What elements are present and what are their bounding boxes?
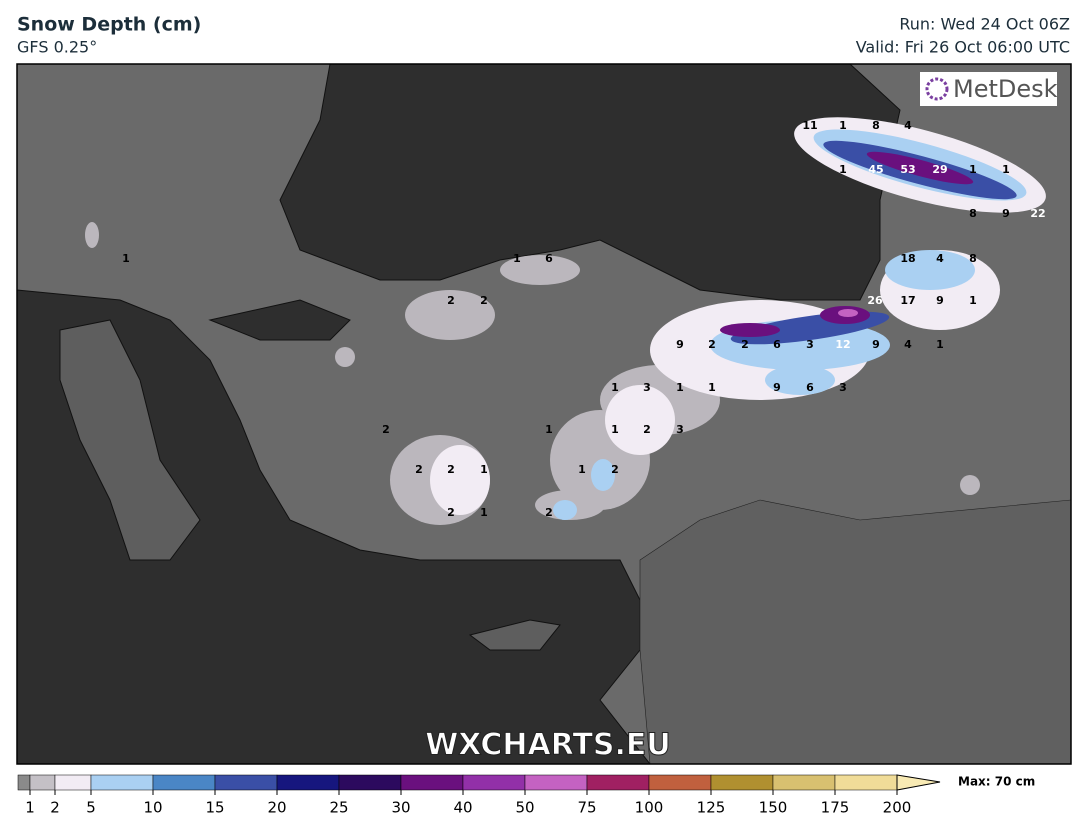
- snow-depth-label: 53: [900, 163, 915, 176]
- snow-depth-label: 4: [904, 119, 912, 132]
- snow-depth-label: 2: [741, 338, 749, 351]
- snow-depth-label: 1: [676, 381, 684, 394]
- colorbar-tick-label: 150: [759, 799, 788, 817]
- snow-depth-label: 6: [773, 338, 781, 351]
- colorbar-tick-label: 200: [883, 799, 912, 817]
- snow-depth-label: 2: [545, 506, 553, 519]
- colorbar-segment: [524, 774, 588, 791]
- snow-depth-label: 12: [835, 338, 850, 351]
- snow-depth-label: 8: [969, 252, 977, 265]
- snow-depth-label: 8: [969, 207, 977, 220]
- colorbar-segment: [648, 774, 712, 791]
- snow-depth-label: 3: [806, 338, 814, 351]
- model: GFS 0.25°: [17, 38, 97, 57]
- snow-depth-label: 1: [1002, 163, 1010, 176]
- snow-depth-label: 1: [122, 252, 130, 265]
- snow-depth-label: 4: [904, 338, 912, 351]
- snow-depth-label: 9: [676, 338, 684, 351]
- snow-depth-label: 11: [802, 119, 817, 132]
- colorbar-segment: [152, 774, 216, 791]
- colorbar-tick-label: 50: [515, 799, 534, 817]
- snow-depth-label: 1: [480, 463, 488, 476]
- snow-depth-label: 2: [611, 463, 619, 476]
- colorbar-segment: [90, 774, 154, 791]
- snow-depth-label: 2: [480, 294, 488, 307]
- colorbar-segment: [400, 774, 464, 791]
- snow-depth-label: 4: [936, 252, 944, 265]
- colorbar-segment: [710, 774, 774, 791]
- snow-depth-label: 2: [447, 463, 455, 476]
- colorbar-segment: [586, 774, 650, 791]
- snow-depth-label: 3: [839, 381, 847, 394]
- logo: MetDesk: [953, 75, 1058, 103]
- snow-depth-label: 18: [900, 252, 915, 265]
- snow-depth-label: 3: [676, 423, 684, 436]
- snow-depth-label: 9: [1002, 207, 1010, 220]
- colorbar-tick-label: 20: [267, 799, 286, 817]
- colorbar-tick-label: 15: [205, 799, 224, 817]
- colorbar-tick-label: 100: [635, 799, 664, 817]
- snow-depth-label: 1: [708, 381, 716, 394]
- snow-depth-label: 17: [900, 294, 915, 307]
- colorbar-segment: [17, 774, 31, 791]
- watermark: WXCHARTS.EU: [425, 728, 671, 763]
- snow-depth-label: 9: [936, 294, 944, 307]
- run: Run: Wed 24 Oct 06Z: [899, 15, 1070, 34]
- colorbar-tick-label: 75: [577, 799, 596, 817]
- snow-depth-label: 1: [969, 163, 977, 176]
- snow-depth-label: 29: [932, 163, 947, 176]
- snow-depth-label: 1: [480, 506, 488, 519]
- colorbar-arrow: [896, 774, 941, 791]
- snow-depth-label: 26: [867, 294, 883, 307]
- snow-depth-label: 1: [969, 294, 977, 307]
- colorbar-segment: [276, 774, 340, 791]
- colorbar-tick-label: 175: [821, 799, 850, 817]
- colorbar-segment: [54, 774, 92, 791]
- snow-depth-label: 1: [611, 381, 619, 394]
- colorbar-segment: [772, 774, 836, 791]
- snow-depth-label: 8: [872, 119, 880, 132]
- snow-depth-label: 2: [415, 463, 423, 476]
- snow-depth-label: 3: [643, 381, 651, 394]
- colorbar-tick-label: 10: [143, 799, 162, 817]
- colorbar-segment: [338, 774, 402, 791]
- snow-depth-label: 1: [578, 463, 586, 476]
- valid: Valid: Fri 26 Oct 06:00 UTC: [856, 38, 1070, 57]
- snow-depth-label: 2: [382, 423, 390, 436]
- colorbar-tick-label: 125: [697, 799, 726, 817]
- colorbar-segment: [29, 774, 56, 791]
- snow-depth-label: 9: [872, 338, 880, 351]
- colorbar-segment: [214, 774, 278, 791]
- snow-depth-label: 1: [513, 252, 521, 265]
- snow-depth-label: 45: [868, 163, 883, 176]
- snow-depth-label: 1: [839, 119, 847, 132]
- snow-depth-label: 6: [545, 252, 553, 265]
- colorbar-segment: [834, 774, 898, 791]
- snow-depth-label: 6: [806, 381, 814, 394]
- title: Snow Depth (cm): [17, 14, 201, 36]
- snow-depth-label: 9: [773, 381, 781, 394]
- logo-box: [920, 72, 1057, 106]
- snow-depth-label: 22: [1030, 207, 1045, 220]
- colorbar-tick-label: 40: [453, 799, 472, 817]
- snow-depth-label: 2: [447, 506, 455, 519]
- colorbar-tick-label: 30: [391, 799, 410, 817]
- max-value: Max: 70 cm: [958, 775, 1035, 789]
- snow-depth-label: 1: [936, 338, 944, 351]
- snow-depth-label: 1: [839, 163, 847, 176]
- snow-depth-label: 1: [545, 423, 553, 436]
- snow-depth-label: 1: [611, 423, 619, 436]
- snow-depth-label: 2: [447, 294, 455, 307]
- snow-depth-label: 2: [708, 338, 716, 351]
- colorbar-tick-label: 25: [329, 799, 348, 817]
- colorbar-tick-label: 2: [50, 799, 60, 817]
- colorbar-tick-label: 1: [25, 799, 35, 817]
- map: MetDesk WXCHARTS.EU: [16, 63, 1072, 765]
- colorbar-segment: [462, 774, 526, 791]
- colorbar-tick-label: 5: [86, 799, 96, 817]
- snow-depth-label: 2: [643, 423, 651, 436]
